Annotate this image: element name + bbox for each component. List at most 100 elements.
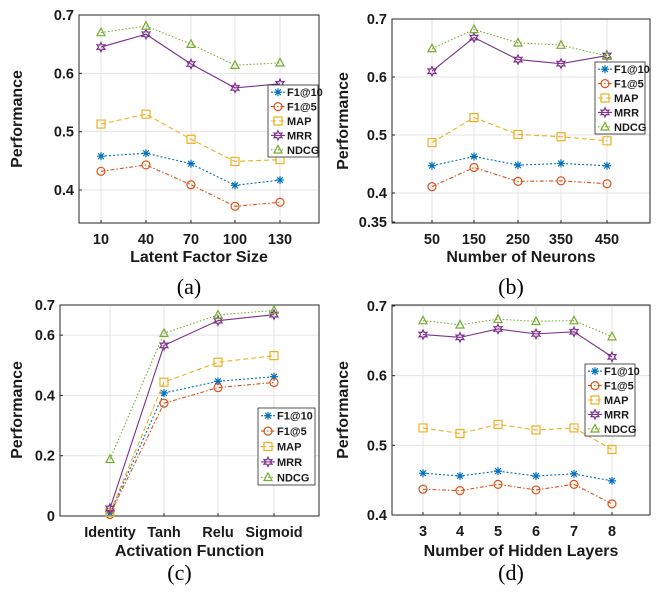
data-point-mrr: [140, 28, 152, 41]
legend-box: [267, 84, 319, 158]
data-point-f1-at-5: [230, 201, 240, 211]
legend-marker: [600, 93, 610, 103]
data-point-f1-at-10: [97, 152, 105, 161]
data-point-map: [230, 156, 240, 167]
x-tick-label: Tanh: [147, 525, 181, 541]
legend-marker: [589, 408, 601, 421]
data-point-mrr: [512, 53, 524, 66]
legend-label: MRR: [604, 409, 629, 421]
data-point-f1-at-10: [160, 389, 168, 398]
data-point-f1-at-5: [469, 162, 479, 173]
series-line-f1-at-5: [431, 166, 608, 188]
y-tick-label: 0.6: [54, 66, 74, 82]
data-point-map: [556, 132, 566, 142]
series-line-mrr: [109, 314, 275, 509]
x-tick-label: 8: [608, 524, 616, 540]
y-axis-label: Performance: [9, 361, 26, 459]
data-point-f1-at-5: [418, 484, 428, 494]
legend: F1@10 F1@5 MAP MRR NDCG: [594, 61, 650, 135]
legend-label: MRR: [287, 130, 312, 142]
legend-marker: [600, 121, 610, 131]
data-point-mrr: [568, 325, 580, 338]
series-line-f1-at-5: [422, 483, 613, 505]
data-point-ndcg: [455, 319, 465, 329]
legend-marker: [599, 106, 611, 119]
data-point-f1-at-5: [531, 485, 541, 495]
legend-marker: [272, 129, 284, 142]
data-point-f1-at-10: [270, 372, 278, 381]
data-point-ndcg: [159, 327, 169, 338]
data-point-f1-at-5: [213, 382, 223, 393]
data-point-f1-at-10: [557, 159, 565, 168]
data-point-f1-at-5: [96, 166, 106, 176]
data-point-map: [607, 444, 617, 455]
x-axis-label: Latent Factor Size: [130, 249, 268, 266]
data-point-mrr: [417, 328, 429, 341]
data-point-map: [269, 351, 279, 361]
x-tick-label: 450: [595, 232, 619, 248]
x-tick-label: 3: [419, 524, 427, 540]
data-point-f1-at-5: [493, 479, 503, 489]
series-line-ndcg: [100, 25, 281, 66]
data-point-f1-at-10: [608, 476, 616, 485]
data-point-mrr: [185, 58, 197, 70]
y-tick-label: 0.2: [35, 449, 55, 465]
y-tick-label: 0.6: [367, 70, 387, 86]
x-axis-label: Number of Neurons: [446, 249, 595, 266]
x-tick-label: 6: [532, 524, 540, 540]
series-line-f1-at-5: [100, 164, 281, 207]
data-point-f1-at-10: [419, 469, 427, 478]
legend-marker: [591, 367, 599, 376]
legend-label: MAP: [287, 116, 311, 128]
data-point-mrr: [104, 502, 116, 515]
y-tick-label: 0.35: [359, 215, 387, 231]
y-tick-label: 0: [47, 509, 55, 525]
data-point-mrr: [426, 65, 438, 78]
data-point-f1-at-5: [427, 182, 437, 192]
data-point-ndcg: [427, 42, 437, 53]
legend-label: MRR: [614, 107, 639, 119]
x-tick-label: 7: [570, 524, 578, 540]
y-tick-label: 0.4: [367, 508, 387, 524]
legend-marker: [590, 395, 600, 405]
legend-label: NDCG: [614, 122, 646, 134]
legend-label: MAP: [604, 395, 628, 407]
series-line-map: [109, 355, 275, 513]
data-point-map: [427, 137, 437, 148]
data-point-f1-at-10: [231, 181, 239, 190]
legend-marker: [264, 411, 272, 420]
y-tick-label: 0.7: [367, 299, 387, 315]
data-point-f1-at-5: [275, 197, 285, 207]
y-tick-label: 0.4: [367, 186, 387, 202]
legend-marker: [601, 65, 609, 74]
legend-marker: [590, 381, 600, 391]
data-point-map: [141, 109, 151, 119]
legend-label: MRR: [277, 457, 302, 469]
y-tick-label: 0.7: [54, 8, 74, 24]
data-point-mrr: [229, 81, 241, 94]
data-point-f1-at-10: [603, 161, 611, 170]
chart-panel-c: Identity Tanh Relu Sigmoid 0 0.2 0.4 0.6 0.7 Acti…: [9, 298, 320, 585]
x-tick-label: 10: [93, 232, 109, 248]
data-point-mrr: [454, 331, 466, 344]
data-point-f1-at-10: [187, 159, 195, 168]
data-point-map: [213, 357, 223, 367]
data-point-f1-at-5: [159, 398, 169, 408]
legend-box: [594, 61, 646, 135]
data-point-mrr: [530, 327, 542, 340]
y-axis-label: Performance: [335, 72, 352, 170]
legend-label: F1@10: [287, 87, 323, 99]
series-line-ndcg: [109, 309, 275, 460]
data-point-f1-at-10: [494, 467, 502, 476]
series-line-map: [431, 116, 608, 144]
data-point-mrr: [95, 41, 107, 54]
data-point-f1-at-10: [142, 149, 150, 158]
y-tick-label: 0.7: [35, 298, 55, 314]
legend-marker: [263, 441, 273, 452]
y-tick-label: 0.5: [54, 125, 74, 141]
y-tick-label: 0.7: [367, 12, 387, 28]
data-point-map: [569, 423, 579, 433]
data-point-f1-at-5: [186, 180, 196, 190]
legend-marker: [273, 144, 283, 154]
panel-caption: (d): [498, 560, 524, 585]
